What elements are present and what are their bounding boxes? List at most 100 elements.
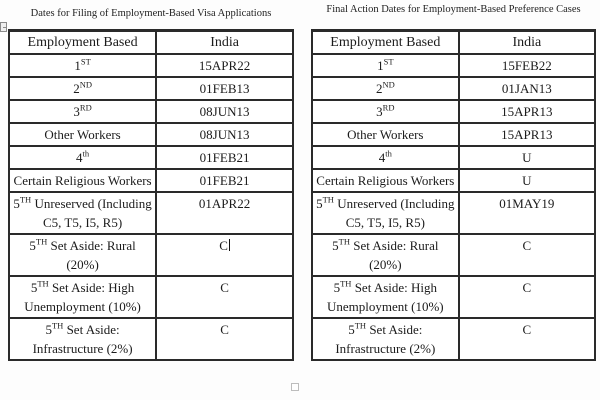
date-value: 08JUN13 <box>199 127 250 142</box>
date-cell[interactable]: C <box>155 317 294 361</box>
category-cell[interactable]: Other Workers <box>311 122 460 147</box>
category-label-rest: Set Aside: Rural (20%) <box>47 238 136 272</box>
date-cell[interactable]: 01MAY19 <box>457 191 597 235</box>
date-value: 01JAN13 <box>501 81 552 96</box>
category-label: 4 <box>76 150 83 165</box>
category-cell[interactable]: 2ND <box>7 76 158 101</box>
category-label: 5 <box>29 238 36 253</box>
table-row: 3RD 08JUN13 <box>7 99 294 124</box>
date-cell[interactable]: 08JUN13 <box>155 122 294 147</box>
date-cell[interactable]: U <box>457 145 597 170</box>
right-table-body: 1ST 15FEB22 2ND 01JAN13 3RD 15APR13 Othe… <box>311 53 597 361</box>
table-row: Certain Religious Workers 01FEB21 <box>7 168 294 193</box>
category-cell[interactable]: 3RD <box>7 99 158 124</box>
date-cell[interactable]: U <box>457 168 597 193</box>
category-label-rest: Set Aside: High Unemployment (10%) <box>327 280 444 314</box>
date-cell[interactable]: C <box>457 275 597 319</box>
date-cell[interactable]: 15APR13 <box>457 122 597 147</box>
category-label-rest: Unreserved (Including C5, T5, I5, R5) <box>333 196 455 230</box>
category-cell[interactable]: 5TH Set Aside: Rural (20%) <box>7 233 158 277</box>
ordinal-superscript: TH <box>322 194 334 205</box>
category-cell[interactable]: 4th <box>7 145 158 170</box>
date-cell[interactable]: 01APR22 <box>155 191 294 235</box>
date-cell[interactable]: C <box>457 317 597 361</box>
date-cell[interactable]: 15FEB22 <box>457 53 597 78</box>
category-cell[interactable]: 5TH Set Aside: High Unemployment (10%) <box>7 275 158 319</box>
ordinal-superscript: RD <box>382 102 395 113</box>
category-cell[interactable]: Certain Religious Workers <box>311 168 460 193</box>
category-label-rest: Unreserved (Including C5, T5, I5, R5) <box>31 196 152 230</box>
date-cell[interactable]: C <box>155 233 294 277</box>
ordinal-superscript: TH <box>340 278 352 289</box>
date-value: 01FEB21 <box>199 173 250 188</box>
date-value: 01APR22 <box>198 196 251 211</box>
date-cell[interactable]: C <box>457 233 597 277</box>
date-value: 08JUN13 <box>199 104 250 119</box>
table-row: 2ND 01JAN13 <box>311 76 597 101</box>
category-label: 2 <box>375 81 383 96</box>
table-row: 5TH Unreserved (Including C5, T5, I5, R5… <box>311 191 597 235</box>
ordinal-superscript: TH <box>338 236 351 247</box>
date-value: 01MAY19 <box>499 196 555 211</box>
category-label-rest: Set Aside: Infrastructure (2%) <box>32 322 133 356</box>
category-label: 5 <box>45 322 52 337</box>
category-cell[interactable]: 2ND <box>311 76 460 101</box>
table-row: 1ST 15FEB22 <box>311 53 597 78</box>
ordinal-superscript: ST <box>383 56 394 67</box>
date-cell[interactable]: 08JUN13 <box>155 99 294 124</box>
category-label: 3 <box>376 104 383 119</box>
category-cell[interactable]: 5TH Set Aside: Infrastructure (2%) <box>7 317 158 361</box>
category-cell[interactable]: 1ST <box>7 53 158 78</box>
category-cell[interactable]: 5TH Unreserved (Including C5, T5, I5, R5… <box>7 191 158 235</box>
table-row: 5TH Set Aside: High Unemployment (10%) C <box>7 275 294 319</box>
ordinal-superscript: th <box>82 148 90 159</box>
category-label: 1 <box>74 58 81 73</box>
date-value: C <box>219 238 228 253</box>
date-value: 01FEB13 <box>199 81 250 96</box>
category-cell[interactable]: 4th <box>311 145 460 170</box>
category-label-rest: Set Aside: High Unemployment (10%) <box>24 280 141 314</box>
date-value: C <box>522 280 532 295</box>
category-cell[interactable]: 1ST <box>311 53 460 78</box>
table-row: 5TH Unreserved (Including C5, T5, I5, R5… <box>7 191 294 235</box>
category-cell[interactable]: Certain Religious Workers <box>7 168 158 193</box>
column-header-employment-based[interactable]: Employment Based <box>7 29 158 55</box>
date-value: C <box>220 322 229 337</box>
ordinal-superscript: TH <box>35 236 48 247</box>
date-cell[interactable]: C <box>155 275 294 319</box>
date-cell[interactable]: 15APR22 <box>155 53 294 78</box>
category-label: Certain Religious Workers <box>316 173 455 188</box>
category-cell[interactable]: 5TH Set Aside: Rural (20%) <box>311 233 460 277</box>
category-label: 3 <box>73 104 80 119</box>
date-cell[interactable]: 01FEB21 <box>155 145 294 170</box>
ordinal-superscript: RD <box>79 102 92 113</box>
category-cell[interactable]: 5TH Unreserved (Including C5, T5, I5, R5… <box>311 191 460 235</box>
date-cell[interactable]: 01JAN13 <box>457 76 597 101</box>
date-cell[interactable]: 15APR13 <box>457 99 597 124</box>
ordinal-superscript: th <box>385 148 392 159</box>
text-cursor <box>228 239 230 251</box>
column-header-india[interactable]: India <box>457 29 597 55</box>
category-cell[interactable]: 5TH Set Aside: High Unemployment (10%) <box>311 275 460 319</box>
category-cell[interactable]: Other Workers <box>7 122 158 147</box>
date-value: 15APR22 <box>198 58 251 73</box>
table-resize-handle-icon[interactable] <box>291 383 299 391</box>
category-cell[interactable]: 5TH Set Aside: Infrastructure (2%) <box>311 317 460 361</box>
date-cell[interactable]: 01FEB21 <box>155 168 294 193</box>
column-header-employment-based[interactable]: Employment Based <box>311 29 460 55</box>
date-value: 15APR13 <box>501 104 553 119</box>
table-anchor-icon[interactable] <box>0 22 7 32</box>
category-label: 5 <box>333 280 341 295</box>
category-label: 2 <box>73 81 80 96</box>
table-row: 4th U <box>311 145 597 170</box>
category-cell[interactable]: 3RD <box>311 99 460 124</box>
column-header-india[interactable]: India <box>155 29 294 55</box>
filing-dates-table: Employment Based India 1ST 15APR22 2ND 0… <box>7 29 294 361</box>
final-action-dates-section: Final Action Dates for Employment-Based … <box>311 3 597 361</box>
category-label: 1 <box>377 58 384 73</box>
category-label: 5 <box>13 196 20 211</box>
date-cell[interactable]: 01FEB13 <box>155 76 294 101</box>
right-table-title: Final Action Dates for Employment-Based … <box>326 4 581 15</box>
category-label-rest: Set Aside: Rural (20%) <box>350 238 439 272</box>
